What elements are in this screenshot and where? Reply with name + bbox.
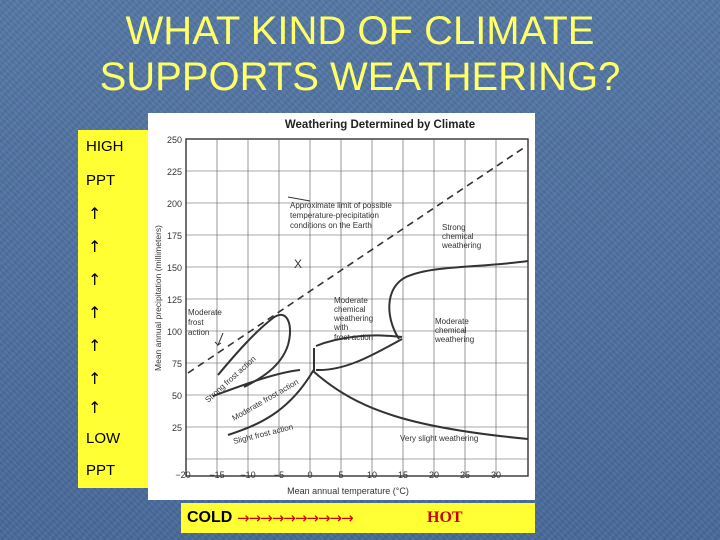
x-tick-label: −15: [209, 470, 224, 480]
x-tick-label: 30: [491, 470, 501, 480]
strong-frost-boundary: [217, 313, 292, 388]
ppt-top-label: PPT: [86, 172, 116, 189]
title-line-2: SUPPORTS WEATHERING?: [99, 55, 621, 99]
high-label: HIGH: [86, 138, 124, 155]
up-arrow-icon: ↑: [88, 336, 102, 355]
pointer-arrow-icon: [287, 196, 311, 202]
plot-frame: [185, 138, 529, 477]
mod-chem-frost-label3: weathering: [333, 314, 373, 323]
y-tick-label: 75: [172, 359, 182, 369]
limit-dashed-line: [187, 146, 526, 374]
mod-chem-label2: chemical: [435, 326, 467, 335]
y-tick-label: 225: [167, 167, 182, 177]
y-axis-title: Mean annual precipitation (millimeters): [153, 225, 163, 371]
x-tick-label: 10: [367, 470, 377, 480]
y-tick-label: 100: [167, 327, 182, 337]
x-tick-label: 25: [460, 470, 470, 480]
up-arrow-icon: ↑: [88, 369, 102, 388]
ppt-bottom-label: PPT: [86, 462, 116, 479]
y-tick-label: 250: [167, 135, 182, 145]
y-tick-label: 125: [167, 295, 182, 305]
mod-chem-label3: weathering: [434, 335, 474, 344]
x-tick-label: 15: [398, 470, 408, 480]
up-arrow-icon: ↑: [88, 398, 102, 417]
x-tick-label: −10: [240, 470, 255, 480]
slight-frost-boundary: [227, 369, 529, 440]
mod-frost-label1: Moderate: [188, 308, 222, 317]
limit-label-line2: temperature-precipitation: [290, 211, 379, 220]
title-line-1: WHAT KIND OF CLIMATE: [125, 9, 595, 53]
y-tick-label: 50: [172, 391, 182, 401]
mod-chem-frost-label5: frost action: [334, 333, 373, 342]
y-tick-label: 150: [167, 263, 182, 273]
mod-chem-frost-label2: chemical: [334, 305, 366, 314]
low-label: LOW: [86, 430, 121, 447]
mod-chem-label1: Moderate: [435, 317, 469, 326]
cold-label: COLD: [187, 509, 233, 526]
x-tick-label: −5: [274, 470, 284, 480]
pointer-arrow-icon: [214, 332, 224, 347]
x-tick-label: 20: [429, 470, 439, 480]
moderate-chem-lower: [315, 338, 403, 372]
temperature-scale-bar: COLD →→→→→→→→→→ HOT: [181, 503, 535, 533]
mod-chem-frost-label4: with: [333, 323, 348, 332]
figure-title: Weathering Determined by Climate: [285, 119, 475, 131]
up-arrow-icon: ↑: [88, 237, 102, 256]
moderate-chem-boundary: [315, 334, 403, 347]
x-tick-label: 5: [338, 470, 343, 480]
x-tick-label: 0: [307, 470, 312, 480]
hot-label: HOT: [427, 509, 463, 526]
mod-chem-frost-label1: Moderate: [334, 296, 368, 305]
y-tick-label: 25: [172, 423, 182, 433]
y-tick-label: 175: [167, 231, 182, 241]
weathering-climate-figure: Weathering Determined by Climate 250 225…: [148, 113, 535, 500]
slide-title: WHAT KIND OF CLIMATE SUPPORTS WEATHERING…: [0, 8, 720, 100]
strong-chem-label1: Strong: [442, 223, 466, 232]
very-slight-label: Very slight weathering: [400, 434, 478, 443]
strong-chem-boundary: [388, 260, 529, 340]
precipitation-scale-panel: HIGH PPT ↑ ↑ ↑ ↑ ↑ ↑ ↑ LOW PPT: [78, 130, 148, 488]
mod-frost-label3: action: [188, 328, 209, 337]
right-arrows-icon: →→→→→→→→→→: [237, 509, 354, 527]
mod-frost-label2: frost: [188, 318, 204, 327]
strong-chem-label3: weathering: [441, 241, 481, 250]
moderate-frost-boundary: [212, 369, 301, 397]
grid: [186, 139, 528, 476]
up-arrow-icon: ↑: [88, 303, 102, 322]
x-tick-label: −20: [175, 470, 190, 480]
x-marker: X: [294, 257, 302, 271]
y-tick-label: 200: [167, 199, 182, 209]
strong-chem-label2: chemical: [442, 232, 474, 241]
up-arrow-icon: ↑: [88, 204, 102, 223]
limit-label-line3: conditions on the Earth: [290, 221, 372, 230]
x-axis-title: Mean annual temperature (°C): [287, 486, 409, 496]
up-arrow-icon: ↑: [88, 270, 102, 289]
limit-label-line1: Approximate limit of possible: [290, 201, 392, 210]
